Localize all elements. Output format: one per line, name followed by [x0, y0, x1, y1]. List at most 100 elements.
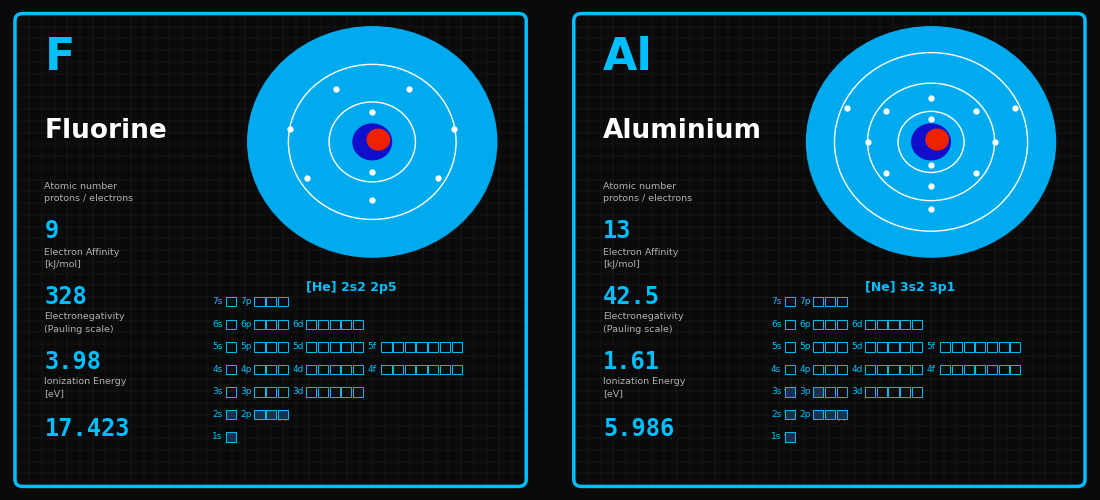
- Text: 328: 328: [44, 285, 87, 309]
- Bar: [912, 387, 922, 396]
- Bar: [784, 320, 795, 329]
- Bar: [784, 387, 795, 396]
- Bar: [976, 342, 986, 351]
- Bar: [428, 364, 438, 374]
- Bar: [877, 387, 887, 396]
- Text: 13: 13: [603, 220, 631, 244]
- Bar: [440, 342, 450, 351]
- Text: Electron Affinity
[kJ/mol]: Electron Affinity [kJ/mol]: [44, 248, 120, 269]
- Bar: [254, 364, 264, 374]
- Text: 42.5: 42.5: [603, 285, 660, 309]
- Text: 2s: 2s: [212, 410, 222, 419]
- Bar: [912, 342, 922, 351]
- Bar: [226, 364, 236, 374]
- Bar: [1010, 342, 1021, 351]
- Text: 1s: 1s: [771, 432, 781, 442]
- Bar: [330, 364, 340, 374]
- Bar: [277, 320, 288, 329]
- Bar: [940, 364, 950, 374]
- Bar: [440, 364, 450, 374]
- Bar: [889, 320, 899, 329]
- Bar: [330, 342, 340, 351]
- Text: 3p: 3p: [800, 387, 811, 396]
- Text: 6d: 6d: [293, 320, 304, 328]
- Bar: [306, 320, 317, 329]
- Bar: [964, 342, 974, 351]
- Bar: [226, 410, 236, 419]
- Text: Al: Al: [603, 36, 653, 79]
- Text: 1s: 1s: [212, 432, 222, 442]
- Bar: [226, 432, 236, 442]
- Bar: [318, 342, 328, 351]
- Bar: [836, 387, 847, 396]
- Bar: [277, 364, 288, 374]
- Bar: [813, 297, 823, 306]
- Text: 3d: 3d: [851, 387, 862, 396]
- Bar: [254, 387, 264, 396]
- Bar: [226, 387, 236, 396]
- Bar: [382, 342, 392, 351]
- Text: 6s: 6s: [771, 320, 781, 328]
- Bar: [784, 410, 795, 419]
- Text: 3s: 3s: [771, 387, 781, 396]
- Bar: [912, 364, 922, 374]
- Bar: [877, 342, 887, 351]
- Bar: [266, 320, 276, 329]
- Bar: [254, 410, 264, 419]
- Bar: [865, 364, 876, 374]
- Bar: [393, 364, 404, 374]
- Bar: [964, 364, 974, 374]
- Circle shape: [912, 124, 950, 160]
- Text: F: F: [44, 36, 75, 79]
- Bar: [254, 297, 264, 306]
- Text: 4d: 4d: [293, 364, 304, 374]
- Bar: [266, 297, 276, 306]
- Bar: [836, 320, 847, 329]
- Text: 7p: 7p: [241, 297, 252, 306]
- Text: 6p: 6p: [241, 320, 252, 328]
- Text: 7s: 7s: [212, 297, 222, 306]
- Bar: [266, 342, 276, 351]
- Text: 4s: 4s: [771, 364, 781, 374]
- Bar: [900, 387, 910, 396]
- Bar: [226, 297, 236, 306]
- Bar: [877, 320, 887, 329]
- Bar: [889, 342, 899, 351]
- Text: Atomic number
protons / electrons: Atomic number protons / electrons: [603, 182, 692, 204]
- Text: 7s: 7s: [771, 297, 781, 306]
- Bar: [865, 342, 876, 351]
- Bar: [813, 364, 823, 374]
- Bar: [825, 387, 835, 396]
- Bar: [277, 342, 288, 351]
- Text: 5f: 5f: [926, 342, 935, 351]
- Bar: [353, 342, 363, 351]
- Bar: [341, 387, 351, 396]
- Bar: [226, 320, 236, 329]
- Text: [He] 2s2 2p5: [He] 2s2 2p5: [306, 280, 397, 293]
- Bar: [836, 297, 847, 306]
- Text: 3.98: 3.98: [44, 350, 101, 374]
- Bar: [813, 387, 823, 396]
- Text: 3s: 3s: [212, 387, 222, 396]
- Bar: [393, 342, 404, 351]
- Bar: [940, 342, 950, 351]
- Circle shape: [926, 129, 948, 150]
- Text: 4d: 4d: [851, 364, 862, 374]
- Bar: [825, 410, 835, 419]
- Bar: [266, 410, 276, 419]
- Text: 6d: 6d: [851, 320, 862, 328]
- Bar: [417, 342, 427, 351]
- Text: 5p: 5p: [241, 342, 252, 351]
- Bar: [330, 387, 340, 396]
- Bar: [353, 387, 363, 396]
- Text: 5s: 5s: [212, 342, 222, 351]
- Bar: [889, 364, 899, 374]
- Bar: [1010, 364, 1021, 374]
- Bar: [813, 410, 823, 419]
- Bar: [825, 297, 835, 306]
- Bar: [318, 320, 328, 329]
- Text: 1.61: 1.61: [603, 350, 660, 374]
- Text: 2p: 2p: [800, 410, 811, 419]
- Text: 5.986: 5.986: [603, 417, 674, 441]
- Bar: [306, 387, 317, 396]
